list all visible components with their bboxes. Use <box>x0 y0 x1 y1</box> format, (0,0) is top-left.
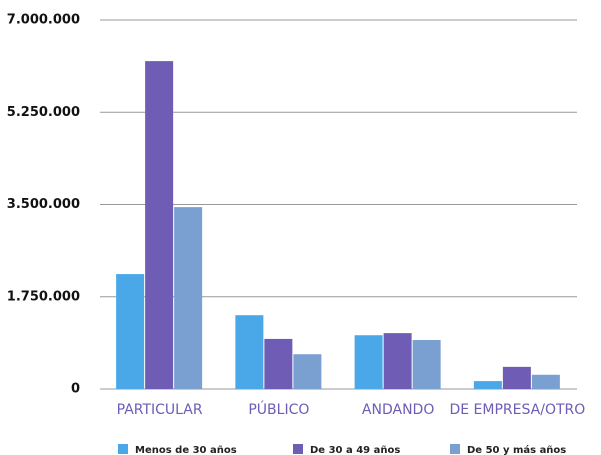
bar <box>264 338 293 389</box>
bar <box>473 381 502 389</box>
x-tick-label: DE EMPRESA/OTRO <box>449 402 585 418</box>
bar <box>502 366 531 389</box>
y-tick-label: 0 <box>71 382 80 397</box>
bar <box>174 207 203 389</box>
legend-swatch <box>450 444 460 454</box>
legend-label: De 50 y más años <box>467 444 566 455</box>
x-tick-label: PARTICULAR <box>117 402 203 418</box>
legend-swatch <box>293 444 303 454</box>
y-tick-label: 7.000.000 <box>7 13 80 28</box>
y-tick-label: 1.750.000 <box>7 289 80 304</box>
bar <box>531 374 560 389</box>
bar <box>383 333 412 389</box>
bar <box>235 315 264 389</box>
y-tick-label: 3.500.000 <box>7 197 80 212</box>
bar <box>412 339 441 389</box>
y-tick-label: 5.250.000 <box>7 105 80 120</box>
legend-label: De 30 a 49 años <box>310 445 400 455</box>
bar <box>116 274 145 389</box>
bar <box>293 354 322 389</box>
bar <box>354 335 383 389</box>
bar <box>145 61 174 390</box>
legend-swatch <box>118 444 128 454</box>
x-tick-label: PÚBLICO <box>248 400 309 418</box>
x-tick-label: ANDANDO <box>362 402 434 418</box>
legend-label: Menos de 30 años <box>135 445 237 455</box>
